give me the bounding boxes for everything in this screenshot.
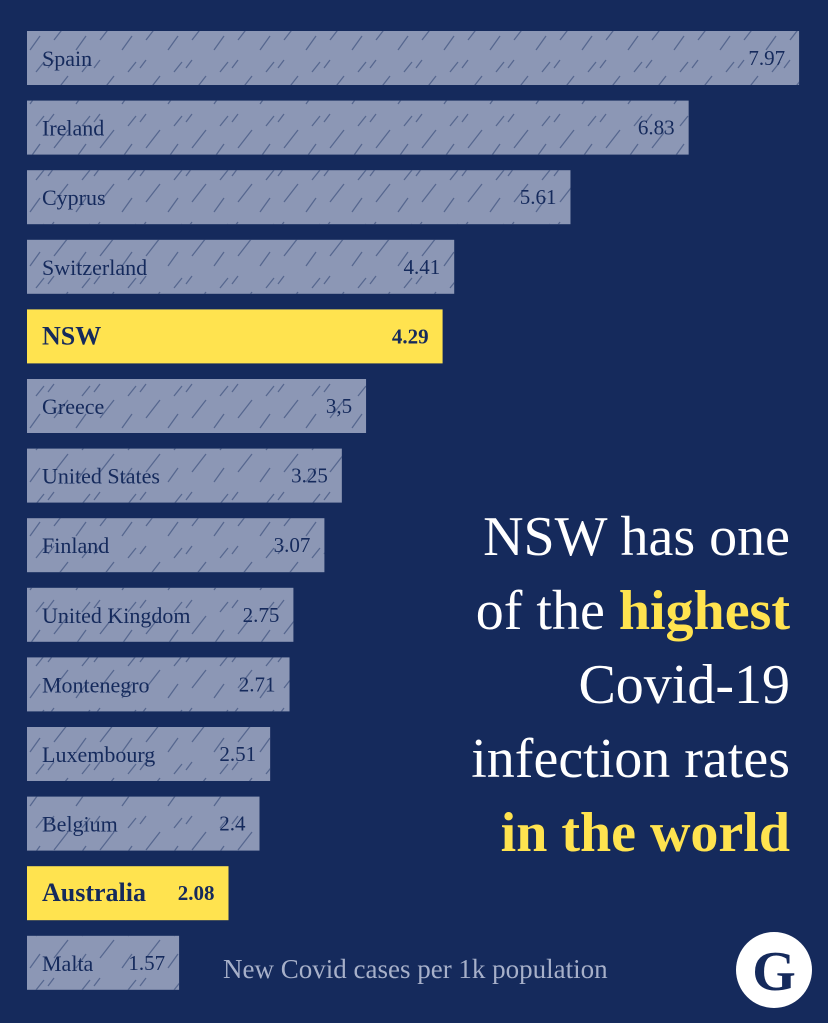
headline-line: Covid-19 bbox=[578, 654, 790, 716]
logo: G bbox=[752, 941, 796, 1003]
category-label: Montenegro bbox=[42, 672, 150, 697]
headline-part: highest bbox=[619, 580, 790, 642]
bar-texture bbox=[27, 727, 271, 781]
bar bbox=[27, 866, 229, 921]
value-label: 2.51 bbox=[219, 742, 256, 766]
value-label: 3,5 bbox=[326, 394, 352, 418]
headline-line: in the world bbox=[501, 802, 790, 864]
value-label: 3.25 bbox=[291, 464, 328, 488]
bar-texture bbox=[27, 587, 294, 642]
bar-texture bbox=[27, 796, 260, 851]
category-label: Belgium bbox=[42, 812, 118, 837]
bar-texture bbox=[27, 935, 180, 990]
headline-line: NSW has one bbox=[483, 506, 790, 568]
headline-line: of the highest bbox=[476, 580, 791, 642]
headline-part: in the world bbox=[501, 802, 790, 864]
category-label: NSW bbox=[42, 321, 101, 350]
headline-line: infection rates bbox=[471, 728, 790, 790]
bar-texture bbox=[27, 448, 342, 503]
bars: Spain 7.97 Ireland 6.83 Cyprus 5.61 Switzerlan… bbox=[27, 31, 800, 990]
category-label: Ireland bbox=[42, 116, 104, 141]
headline-part: Covid-19 bbox=[578, 654, 790, 716]
bar-texture bbox=[27, 379, 367, 433]
headline-part: of the bbox=[476, 580, 605, 642]
bar-texture bbox=[27, 31, 800, 85]
category-label: Cyprus bbox=[42, 185, 106, 210]
bar bbox=[27, 309, 443, 364]
category-label: Greece bbox=[42, 394, 104, 419]
logo-circle bbox=[736, 932, 812, 1008]
category-label: Luxembourg bbox=[42, 742, 155, 767]
category-label: Malta bbox=[42, 951, 94, 976]
bar-texture bbox=[27, 657, 290, 712]
value-label: 3.07 bbox=[274, 533, 311, 557]
category-label: United Kingdom bbox=[42, 603, 191, 628]
value-label: 6.83 bbox=[638, 116, 675, 140]
bar-texture bbox=[27, 239, 455, 294]
headline-part: infection rates bbox=[471, 728, 790, 790]
value-label: 2.75 bbox=[243, 603, 280, 627]
value-label: 2.71 bbox=[239, 672, 276, 696]
bar-texture bbox=[27, 170, 571, 225]
category-label: Australia bbox=[42, 878, 146, 907]
category-label: United States bbox=[42, 464, 160, 489]
category-label: Switzerland bbox=[42, 255, 147, 280]
value-label: 4.29 bbox=[392, 324, 429, 348]
value-label: 2.4 bbox=[219, 812, 246, 836]
value-label: 1.57 bbox=[128, 951, 165, 975]
headline-part: NSW has one bbox=[483, 506, 790, 568]
value-label: 2.08 bbox=[178, 881, 215, 905]
bar-texture bbox=[27, 518, 325, 573]
value-label: 7.97 bbox=[748, 46, 785, 70]
subtitle: New Covid cases per 1k population bbox=[223, 954, 608, 984]
bar-texture bbox=[27, 100, 689, 155]
value-label: 5.61 bbox=[520, 185, 557, 209]
category-label: Spain bbox=[42, 46, 92, 71]
category-label: Finland bbox=[42, 533, 109, 558]
value-label: 4.41 bbox=[403, 255, 440, 279]
